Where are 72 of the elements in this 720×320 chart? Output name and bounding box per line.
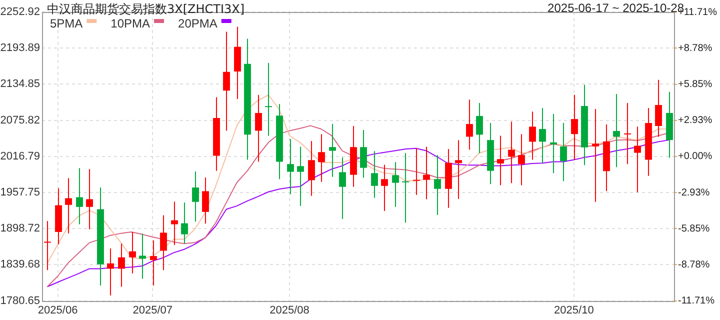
y-tick-label: 1957.75 [0,186,40,199]
legend-label: 10PMA [110,16,150,30]
y-tick-label: 1839.68 [0,258,40,271]
candlestick [592,108,599,202]
y-tick-label: 2252.92 [0,6,40,18]
candlestick [518,134,525,186]
y-tick-label: 2193.89 [0,42,40,54]
candlestick [287,138,294,195]
candlestick [402,152,409,224]
candlestick [571,94,578,160]
candlestick [181,202,188,244]
candlestick [466,99,473,150]
y2-tick-label: +0.00% [678,151,712,162]
candlestick [455,140,462,200]
candlestick [160,214,167,271]
candlestick [423,146,430,200]
candlestick [318,134,325,182]
candlestick [329,124,336,178]
candlestick [171,201,178,246]
candlestick [371,150,378,198]
candlestick [202,176,209,224]
candlestick [624,102,631,165]
candlestick [150,240,157,286]
candlestick [634,126,641,193]
candlestick [529,111,536,160]
candlestick [392,162,399,208]
candlestick [550,114,557,174]
x-tick-label: 2025/06 [38,304,78,316]
candlestick [655,79,662,138]
y-tick-label: 2075.82 [0,114,40,126]
candlestick [139,233,146,280]
legend-label: 5PMA [50,16,83,30]
y-tick-label: 1780.65 [0,294,40,307]
y-tick-label: 2134.85 [0,78,40,90]
y2-tick-label: -2.93% [678,187,710,198]
candlestick [560,122,567,182]
candlestick [76,168,83,225]
x-tick-label: 2025/07 [132,304,172,316]
candlestick [508,121,515,184]
candlestick [434,154,441,216]
candlestick [381,164,388,212]
candlestick [107,248,114,296]
y2-tick-label: -8.78% [678,259,710,270]
candlestick [539,107,546,164]
candlestick [129,231,136,274]
candlestick [497,135,504,186]
candlestick [223,31,230,132]
candlestick [613,93,620,168]
candlestick [44,220,51,271]
x-tick-label: 2025/10 [554,304,594,316]
candlestick [255,94,262,162]
y2-tick-label: +8.78% [678,42,712,54]
candlestick [360,130,367,178]
y-tick-label: 2016.79 [0,150,40,162]
y-tick-label: 1898.72 [0,222,40,235]
candlestick [65,178,72,234]
y2-tick-label: +2.93% [678,115,712,126]
candlestick [297,146,304,206]
candlestick [413,148,420,196]
candlestick [339,156,346,220]
candlestick [265,62,272,136]
y2-tick-label: -11.71% [678,296,715,307]
y2-tick-label: -5.85% [678,223,710,234]
candlestick [476,102,483,154]
legend-label: 20PMA [178,16,218,30]
x-tick-label: 2025/08 [270,304,310,316]
candlestick [192,170,199,222]
candlestick [86,168,93,230]
candlestick [118,243,125,288]
candlestick [308,140,315,196]
y2-tick-label: +5.85% [678,79,712,90]
chart-title: 中汉商品期货交易指数3X[ZHCTI3X] [47,1,245,18]
